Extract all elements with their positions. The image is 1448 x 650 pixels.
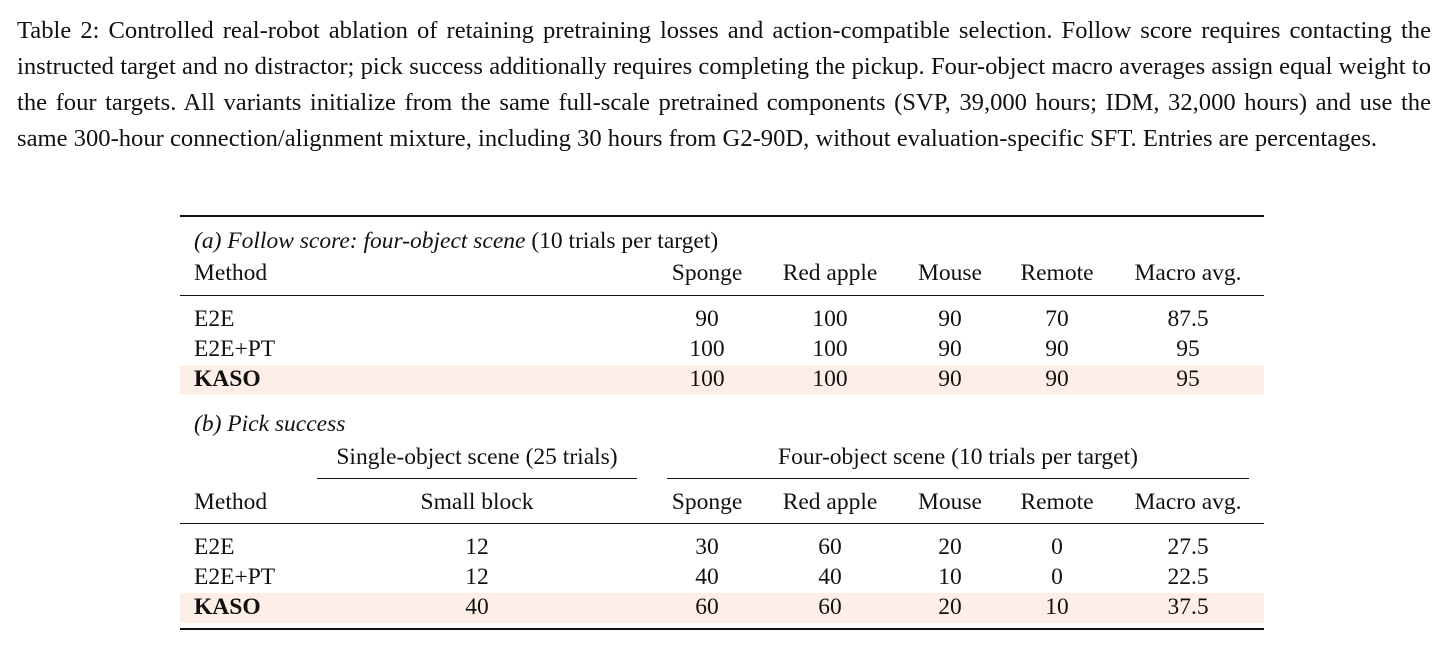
cell-mouse: 20 xyxy=(938,534,962,560)
cell-macro: 87.5 xyxy=(1167,306,1209,332)
table-top-rule xyxy=(180,215,1264,218)
cell-macro: 27.5 xyxy=(1167,534,1209,560)
cell-mouse: 90 xyxy=(938,306,962,332)
panel-b-header-macro: Macro avg. xyxy=(1134,489,1242,515)
cell-macro: 37.5 xyxy=(1167,594,1209,620)
panel-a-header-rule xyxy=(180,295,1264,297)
row-method: E2E xyxy=(194,306,235,332)
cell-sponge: 100 xyxy=(689,336,725,362)
panel-b-header-mouse: Mouse xyxy=(918,489,982,515)
cell-small-block: 40 xyxy=(465,594,489,620)
panel-a-header-remote: Remote xyxy=(1020,260,1094,286)
cell-mouse: 20 xyxy=(938,594,962,620)
cell-red-apple: 100 xyxy=(812,306,848,332)
row-method: KASO xyxy=(194,366,261,392)
cell-macro: 95 xyxy=(1176,366,1200,392)
cell-sponge: 60 xyxy=(695,594,719,620)
table-bottom-rule xyxy=(180,628,1264,631)
cell-macro: 95 xyxy=(1176,336,1200,362)
panel-b-group-single: Single-object scene (25 trials) xyxy=(336,444,618,470)
cell-small-block: 12 xyxy=(465,564,489,590)
panel-b-group-single-rule xyxy=(317,478,637,480)
cell-red-apple: 40 xyxy=(818,564,842,590)
cell-mouse: 90 xyxy=(938,366,962,392)
row-method: E2E+PT xyxy=(194,336,276,362)
results-table: (a) Follow score: four-object scene (10 … xyxy=(180,215,1264,631)
cell-remote: 0 xyxy=(1051,564,1063,590)
panel-b-group-four-rule xyxy=(667,478,1249,480)
table-caption: Table 2: Controlled real-robot ablation … xyxy=(17,17,1431,152)
cell-red-apple: 100 xyxy=(812,336,848,362)
cell-remote: 90 xyxy=(1045,366,1069,392)
panel-b-header-rule xyxy=(180,523,1264,525)
cell-macro: 22.5 xyxy=(1167,564,1209,590)
row-method: KASO xyxy=(194,594,261,620)
cell-red-apple: 60 xyxy=(818,534,842,560)
panel-b-kaso-highlight xyxy=(180,593,1264,623)
panel-b-group-four: Four-object scene (10 trials per target) xyxy=(778,444,1138,470)
panel-a-title-italic: (a) Follow score: four-object scene xyxy=(194,228,526,254)
cell-mouse: 10 xyxy=(938,564,962,590)
panel-b-header-remote: Remote xyxy=(1020,489,1094,515)
panel-b-title: (b) Pick success xyxy=(194,411,346,437)
panel-a-header-method: Method xyxy=(194,260,268,286)
cell-mouse: 90 xyxy=(938,336,962,362)
cell-remote: 70 xyxy=(1045,306,1069,332)
panel-a-header-red-apple: Red apple xyxy=(782,260,878,286)
panel-b-header-red-apple: Red apple xyxy=(782,489,878,515)
panel-a-title: (a) Follow score: four-object scene (10 … xyxy=(194,227,718,255)
cell-remote: 0 xyxy=(1051,534,1063,560)
cell-small-block: 12 xyxy=(465,534,489,560)
row-method: E2E xyxy=(194,534,235,560)
cell-red-apple: 100 xyxy=(812,366,848,392)
cell-remote: 10 xyxy=(1045,594,1069,620)
panel-b-header-sponge: Sponge xyxy=(671,489,743,515)
cell-sponge: 100 xyxy=(689,366,725,392)
cell-remote: 90 xyxy=(1045,336,1069,362)
panel-b-header-method: Method xyxy=(194,489,268,515)
panel-a-kaso-highlight xyxy=(180,365,1264,395)
panel-a-header-macro: Macro avg. xyxy=(1134,260,1242,286)
panel-a-title-rest: (10 trials per target) xyxy=(525,228,719,254)
panel-a-header-mouse: Mouse xyxy=(918,260,982,286)
cell-sponge: 90 xyxy=(695,306,719,332)
panel-b-header-small-block: Small block xyxy=(420,489,534,515)
cell-sponge: 30 xyxy=(695,534,719,560)
row-method: E2E+PT xyxy=(194,564,276,590)
panel-a-header-sponge: Sponge xyxy=(671,260,743,286)
cell-red-apple: 60 xyxy=(818,594,842,620)
cell-sponge: 40 xyxy=(695,564,719,590)
